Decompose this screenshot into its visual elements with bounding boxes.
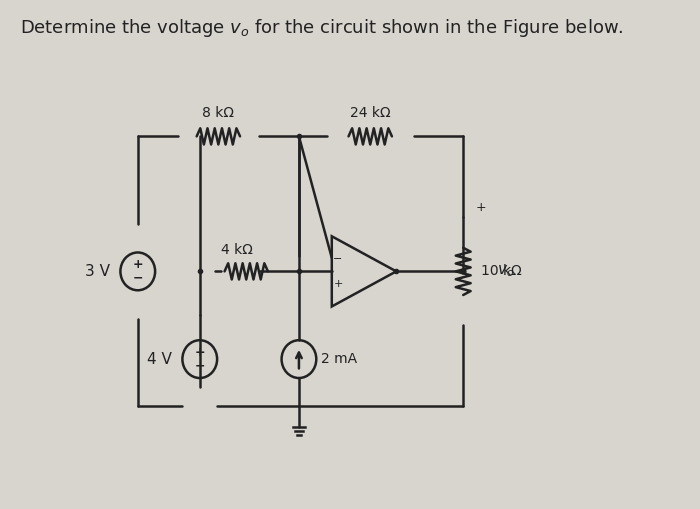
Text: Determine the voltage $v_o$ for the circuit shown in the Figure below.: Determine the voltage $v_o$ for the circ… <box>20 17 624 39</box>
Text: 10 kΩ: 10 kΩ <box>481 264 522 278</box>
Text: −: − <box>132 272 143 285</box>
Text: −: − <box>333 254 343 264</box>
Text: 8 kΩ: 8 kΩ <box>202 105 234 120</box>
Text: $v_o$: $v_o$ <box>497 264 514 279</box>
Text: +: + <box>132 258 143 271</box>
Text: 24 kΩ: 24 kΩ <box>350 105 391 120</box>
Text: −: − <box>195 359 205 373</box>
Text: 4 kΩ: 4 kΩ <box>221 242 253 257</box>
Text: 3 V: 3 V <box>85 264 110 279</box>
Text: 2 mA: 2 mA <box>321 352 357 366</box>
Text: 4 V: 4 V <box>147 352 172 366</box>
Text: +: + <box>195 346 205 359</box>
Text: +: + <box>333 278 343 289</box>
Text: +: + <box>475 201 486 214</box>
